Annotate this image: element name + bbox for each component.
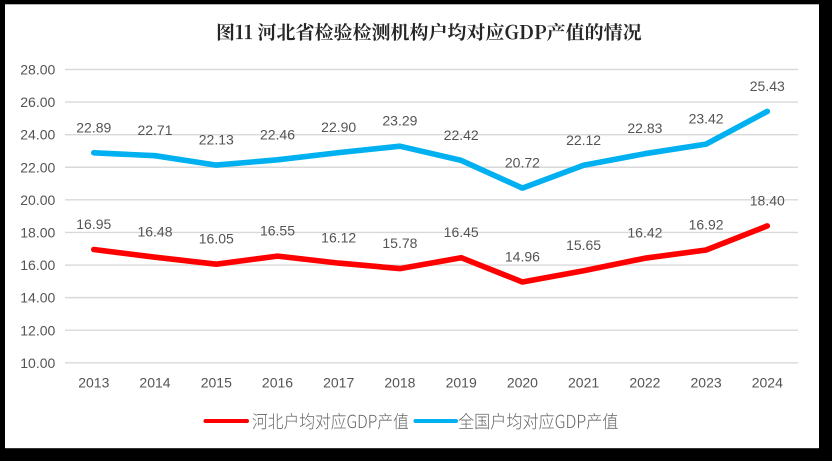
svg-text:16.12: 16.12	[321, 230, 356, 246]
svg-text:2013: 2013	[78, 375, 109, 391]
svg-text:20.72: 20.72	[505, 155, 540, 171]
svg-text:15.65: 15.65	[566, 237, 601, 253]
svg-text:16.00: 16.00	[20, 257, 55, 273]
svg-text:23.42: 23.42	[689, 111, 724, 127]
svg-text:2024: 2024	[752, 375, 783, 391]
svg-text:2020: 2020	[507, 375, 538, 391]
svg-text:10.00: 10.00	[20, 355, 55, 371]
svg-text:12.00: 12.00	[20, 322, 55, 338]
svg-text:2022: 2022	[629, 375, 660, 391]
svg-text:2014: 2014	[139, 375, 170, 391]
svg-text:16.45: 16.45	[444, 224, 479, 240]
svg-text:2023: 2023	[691, 375, 722, 391]
svg-text:18.40: 18.40	[750, 192, 785, 208]
svg-text:16.05: 16.05	[199, 231, 234, 247]
svg-text:25.43: 25.43	[750, 78, 785, 94]
svg-text:2021: 2021	[568, 375, 599, 391]
svg-text:22.90: 22.90	[321, 119, 356, 135]
svg-text:22.83: 22.83	[627, 120, 662, 136]
svg-text:2016: 2016	[262, 375, 293, 391]
svg-text:26.00: 26.00	[20, 94, 55, 110]
svg-text:28.00: 28.00	[20, 62, 55, 78]
svg-text:16.95: 16.95	[76, 216, 111, 232]
svg-text:22.89: 22.89	[76, 119, 111, 135]
svg-text:18.00: 18.00	[20, 225, 55, 241]
svg-text:23.29: 23.29	[382, 113, 417, 129]
svg-text:22.00: 22.00	[20, 159, 55, 175]
svg-text:2017: 2017	[323, 375, 354, 391]
svg-text:16.92: 16.92	[689, 217, 724, 233]
svg-text:22.46: 22.46	[260, 126, 295, 142]
svg-text:16.42: 16.42	[627, 225, 662, 241]
svg-text:20.00: 20.00	[20, 192, 55, 208]
svg-text:22.13: 22.13	[199, 132, 234, 148]
svg-text:14.00: 14.00	[20, 290, 55, 306]
svg-text:15.78: 15.78	[382, 235, 417, 251]
svg-text:22.42: 22.42	[444, 127, 479, 143]
svg-text:2018: 2018	[384, 375, 415, 391]
svg-text:16.48: 16.48	[137, 224, 172, 240]
svg-text:22.71: 22.71	[137, 122, 172, 138]
svg-text:14.96: 14.96	[505, 249, 540, 265]
svg-text:2019: 2019	[446, 375, 477, 391]
svg-text:24.00: 24.00	[20, 127, 55, 143]
svg-text:16.55: 16.55	[260, 223, 295, 239]
svg-text:22.12: 22.12	[566, 132, 601, 148]
svg-text:2015: 2015	[201, 375, 232, 391]
